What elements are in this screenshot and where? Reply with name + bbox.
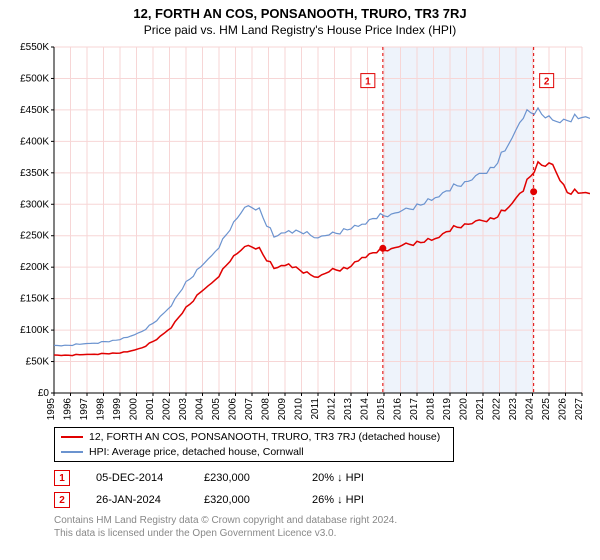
sales-table: 1 05-DEC-2014 £230,000 20% ↓ HPI 2 26-JAN-202…	[54, 470, 590, 508]
attribution-line-1: Contains HM Land Registry data © Crown c…	[54, 514, 590, 527]
svg-text:2013: 2013	[343, 398, 354, 421]
sale-row: 2 26-JAN-2024 £320,000 26% ↓ HPI	[54, 492, 590, 508]
svg-text:1997: 1997	[79, 398, 90, 421]
svg-text:2005: 2005	[211, 398, 222, 421]
svg-text:2009: 2009	[277, 398, 288, 421]
svg-text:2017: 2017	[409, 398, 420, 421]
line-chart: £0 £50K £100K £150K £200K £250K £300K £350K £400…	[10, 43, 590, 421]
svg-text:2010: 2010	[294, 398, 305, 421]
attribution: Contains HM Land Registry data © Crown c…	[54, 514, 590, 540]
svg-text:2007: 2007	[244, 398, 255, 421]
svg-text:£400K: £400K	[20, 136, 49, 147]
legend-item: HPI: Average price, detached house, Corn…	[61, 445, 447, 460]
sale-date: 05-DEC-2014	[96, 472, 178, 484]
svg-text:£450K: £450K	[20, 105, 49, 116]
svg-text:£300K: £300K	[20, 199, 49, 210]
svg-text:2026: 2026	[558, 398, 569, 421]
legend-label: 12, FORTH AN COS, PONSANOOTH, TRURO, TR3…	[89, 430, 440, 445]
svg-text:£50K: £50K	[26, 357, 50, 368]
sale-marker: 1	[54, 470, 70, 486]
svg-text:2024: 2024	[525, 398, 536, 421]
sale-marker: 2	[54, 492, 70, 508]
svg-text:2004: 2004	[195, 398, 206, 421]
svg-text:£250K: £250K	[20, 231, 49, 242]
svg-text:2020: 2020	[459, 398, 470, 421]
svg-text:2023: 2023	[508, 398, 519, 421]
svg-text:2018: 2018	[426, 398, 437, 421]
sale-vs-hpi: 26% ↓ HPI	[312, 494, 394, 506]
svg-text:2008: 2008	[261, 398, 272, 421]
svg-text:£100K: £100K	[20, 325, 49, 336]
svg-text:£500K: £500K	[20, 73, 49, 84]
svg-text:2015: 2015	[376, 398, 387, 421]
svg-text:2022: 2022	[492, 398, 503, 421]
legend-swatch	[61, 451, 83, 453]
chart-subtitle: Price paid vs. HM Land Registry's House …	[10, 23, 590, 37]
svg-text:2019: 2019	[442, 398, 453, 421]
svg-text:2016: 2016	[393, 398, 404, 421]
svg-text:2: 2	[544, 77, 550, 88]
svg-text:£350K: £350K	[20, 168, 49, 179]
sale-vs-hpi: 20% ↓ HPI	[312, 472, 394, 484]
chart-title: 12, FORTH AN COS, PONSANOOTH, TRURO, TR3…	[10, 6, 590, 21]
chart-area: £0 £50K £100K £150K £200K £250K £300K £350K £400…	[10, 43, 590, 421]
sale-price: £230,000	[204, 472, 286, 484]
legend-item: 12, FORTH AN COS, PONSANOOTH, TRURO, TR3…	[61, 430, 447, 445]
svg-text:£0: £0	[38, 388, 50, 399]
svg-text:2000: 2000	[129, 398, 140, 421]
svg-text:2025: 2025	[541, 398, 552, 421]
legend-label: HPI: Average price, detached house, Corn…	[89, 445, 304, 460]
svg-text:1995: 1995	[46, 398, 57, 421]
svg-text:2014: 2014	[360, 398, 371, 421]
svg-text:2012: 2012	[327, 398, 338, 421]
sale-price: £320,000	[204, 494, 286, 506]
svg-text:1998: 1998	[96, 398, 107, 421]
svg-text:1: 1	[365, 77, 371, 88]
svg-text:2027: 2027	[574, 398, 585, 421]
svg-text:2003: 2003	[178, 398, 189, 421]
svg-text:2006: 2006	[228, 398, 239, 421]
sale-row: 1 05-DEC-2014 £230,000 20% ↓ HPI	[54, 470, 590, 486]
sale-date: 26-JAN-2024	[96, 494, 178, 506]
legend-swatch	[61, 436, 83, 438]
svg-text:£150K: £150K	[20, 294, 49, 305]
svg-text:1999: 1999	[112, 398, 123, 421]
svg-text:2001: 2001	[145, 398, 156, 421]
svg-text:£550K: £550K	[20, 43, 49, 53]
svg-text:1996: 1996	[63, 398, 74, 421]
svg-text:2021: 2021	[475, 398, 486, 421]
svg-text:2011: 2011	[310, 398, 321, 420]
svg-text:2002: 2002	[162, 398, 173, 421]
legend: 12, FORTH AN COS, PONSANOOTH, TRURO, TR3…	[54, 427, 454, 462]
svg-text:£200K: £200K	[20, 262, 49, 273]
attribution-line-2: This data is licensed under the Open Gov…	[54, 527, 590, 540]
